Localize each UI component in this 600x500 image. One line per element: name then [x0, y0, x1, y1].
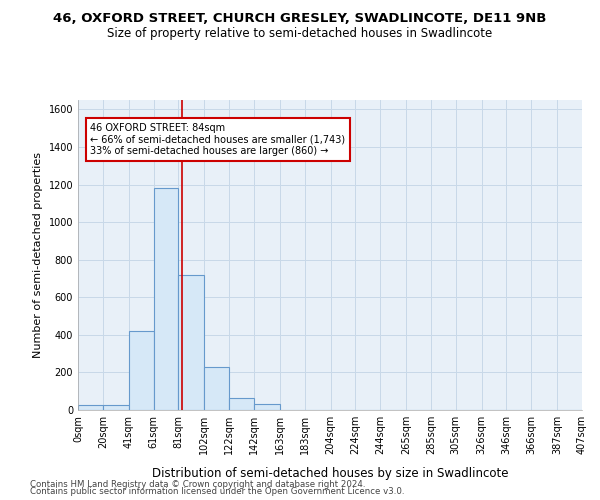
- Bar: [229, 398, 254, 410]
- Text: Size of property relative to semi-detached houses in Swadlincote: Size of property relative to semi-detach…: [107, 28, 493, 40]
- Text: 46 OXFORD STREET: 84sqm
← 66% of semi-detached houses are smaller (1,743)
33% of: 46 OXFORD STREET: 84sqm ← 66% of semi-de…: [91, 122, 346, 156]
- Bar: [103, 406, 129, 410]
- Y-axis label: Number of semi-detached properties: Number of semi-detached properties: [33, 152, 43, 358]
- Bar: [78, 406, 103, 410]
- Text: Contains public sector information licensed under the Open Government Licence v3: Contains public sector information licen…: [30, 487, 404, 496]
- Bar: [254, 404, 280, 410]
- Bar: [178, 274, 205, 410]
- Text: Distribution of semi-detached houses by size in Swadlincote: Distribution of semi-detached houses by …: [152, 467, 508, 480]
- Text: Contains HM Land Registry data © Crown copyright and database right 2024.: Contains HM Land Registry data © Crown c…: [30, 480, 365, 489]
- Text: 46, OXFORD STREET, CHURCH GRESLEY, SWADLINCOTE, DE11 9NB: 46, OXFORD STREET, CHURCH GRESLEY, SWADL…: [53, 12, 547, 26]
- Bar: [129, 331, 154, 410]
- Bar: [154, 188, 178, 410]
- Bar: [205, 367, 229, 410]
